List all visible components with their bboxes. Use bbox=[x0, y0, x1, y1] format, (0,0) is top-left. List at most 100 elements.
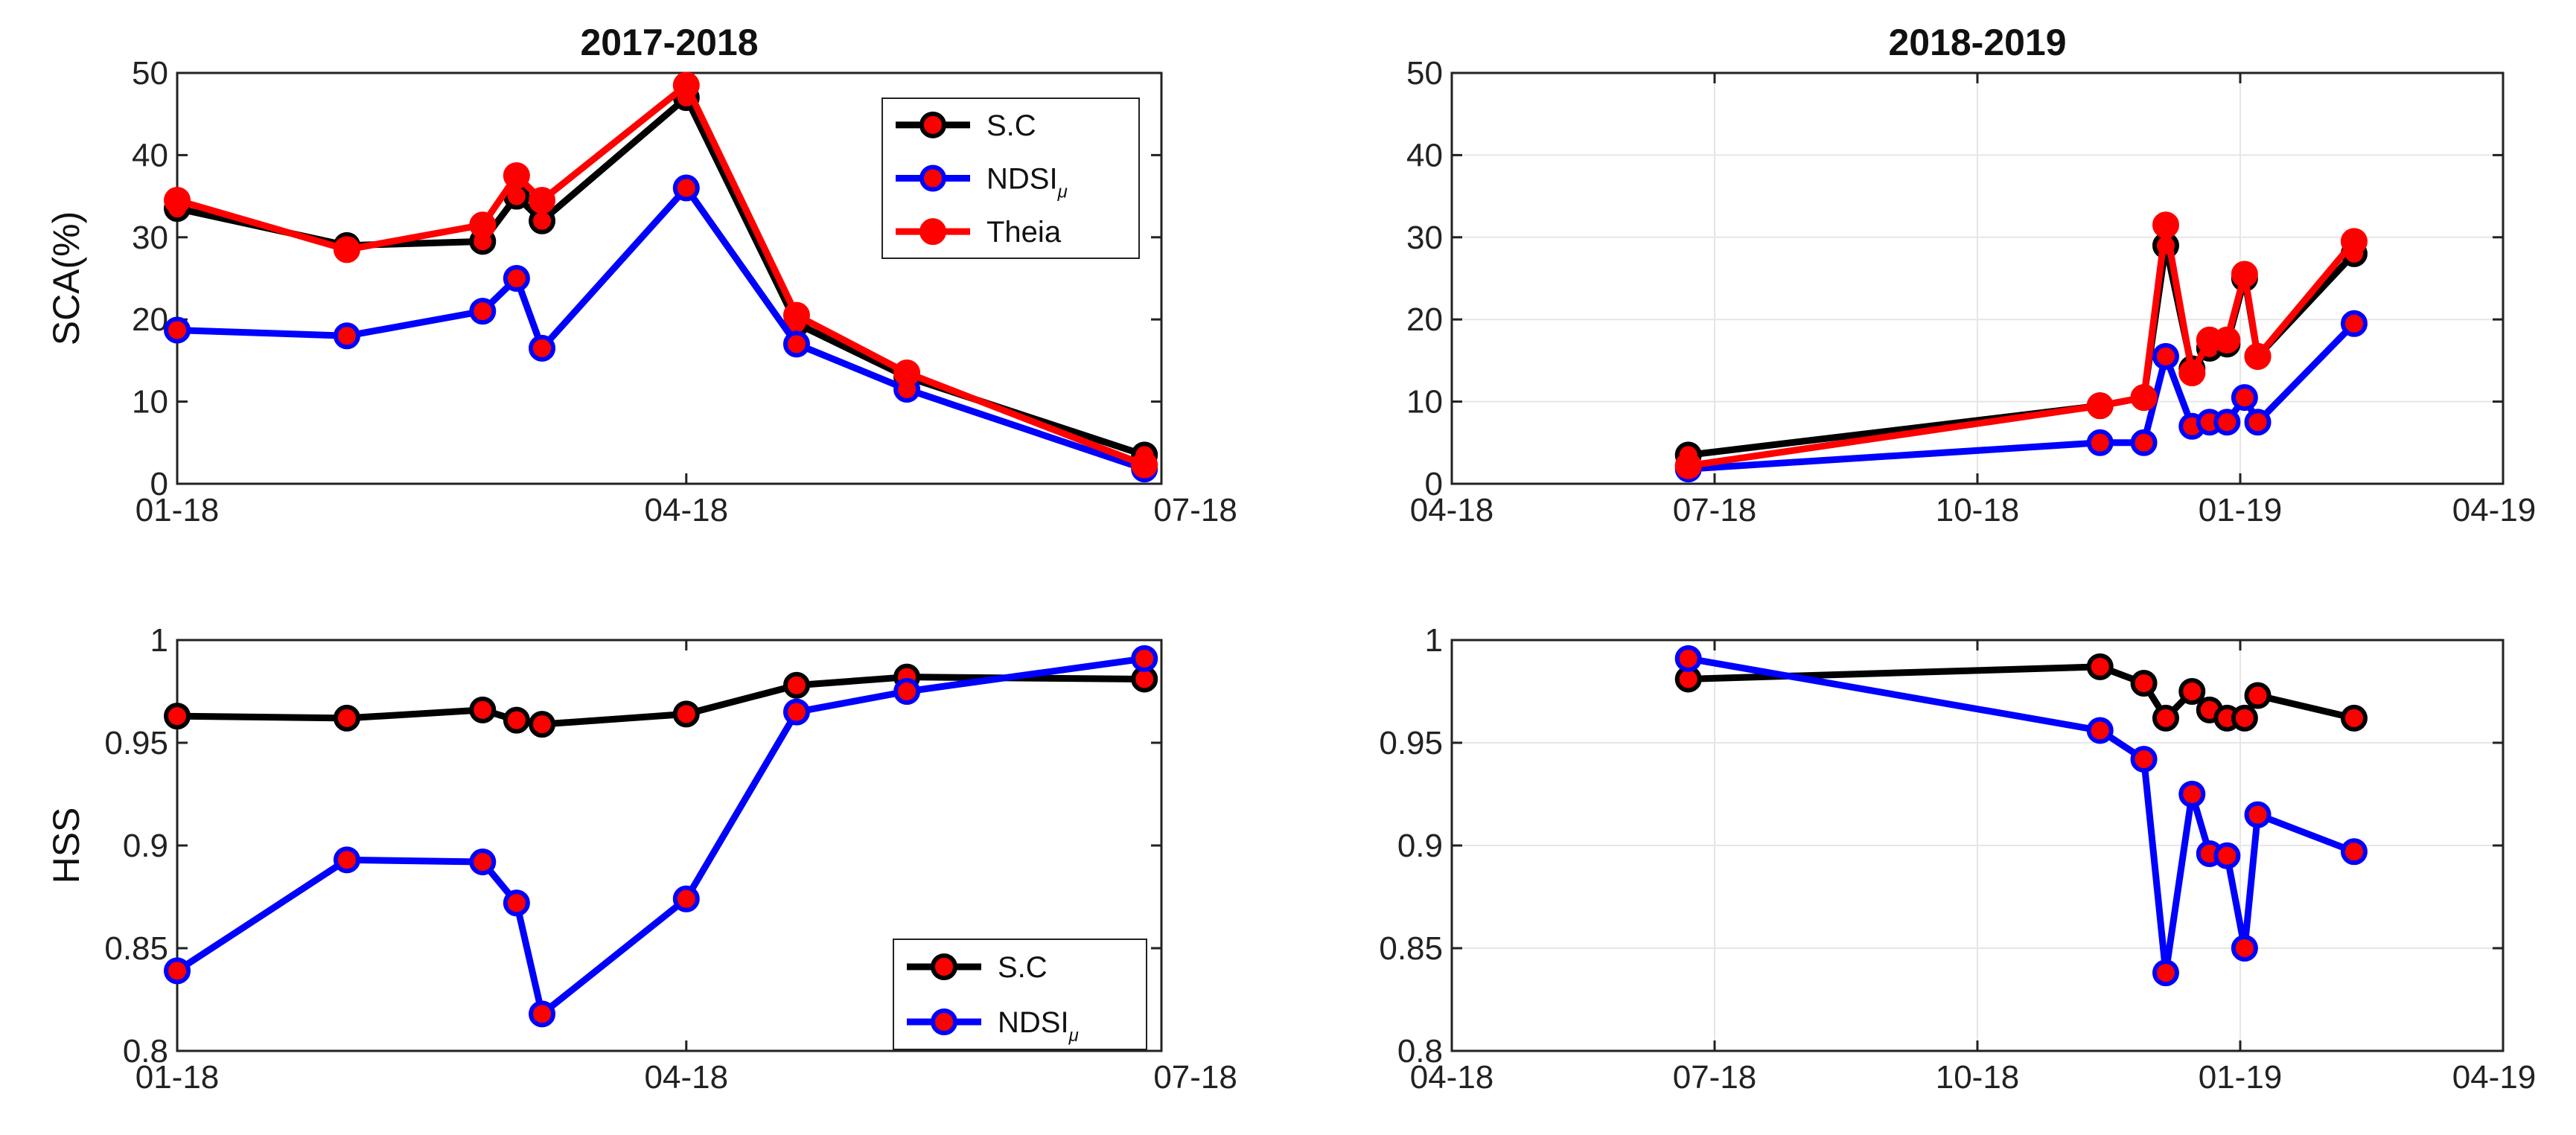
legend-marker bbox=[919, 218, 946, 246]
x-tick-label: 04-19 bbox=[2452, 492, 2537, 528]
chart-title: 2017-2018 bbox=[580, 22, 758, 63]
data-point bbox=[164, 957, 191, 985]
series-line bbox=[1688, 221, 2357, 470]
chart-p3: 0.8 0.85 0.9 0.95 1 01-18 04-18 07-18 HSS S.CNDSI… bbox=[45, 622, 1237, 1096]
x-tick-label: 07-18 bbox=[1153, 1059, 1237, 1096]
data-point bbox=[2231, 260, 2258, 288]
data-point bbox=[469, 298, 497, 325]
x-tick-label: 01-19 bbox=[2199, 492, 2283, 528]
data-point bbox=[1674, 645, 1702, 672]
x-tick-label: 01-18 bbox=[136, 492, 220, 528]
legend-label: Theia bbox=[986, 216, 1062, 249]
y-axis-label: SCA(%) bbox=[45, 211, 87, 346]
data-point bbox=[2086, 717, 2114, 744]
y-tick-label: 0.95 bbox=[104, 725, 168, 761]
legend-marker bbox=[919, 164, 946, 192]
y-tick-label: 0 bbox=[1425, 466, 1443, 502]
data-point bbox=[2340, 838, 2368, 866]
chart-p1: 0 10 20 30 40 50 01-18 04-18 07-18 2017-2018 SCA(%… bbox=[45, 22, 1237, 528]
data-point bbox=[2231, 935, 2258, 962]
x-tick-label: 10-18 bbox=[1936, 1059, 2020, 1096]
data-point bbox=[2086, 653, 2114, 680]
y-tick-label: 40 bbox=[1406, 137, 1443, 173]
data-point bbox=[2152, 704, 2179, 732]
data-point bbox=[333, 236, 360, 263]
x-tick-label: 04-18 bbox=[645, 1059, 729, 1096]
y-tick-label: 30 bbox=[1406, 220, 1443, 256]
x-tick-label: 04-19 bbox=[2452, 1059, 2537, 1096]
data-point bbox=[2086, 429, 2114, 456]
data-point bbox=[2130, 384, 2158, 412]
data-point bbox=[782, 671, 810, 699]
data-point bbox=[2130, 746, 2158, 773]
data-point bbox=[672, 885, 700, 912]
chart-p2: 0 10 20 30 40 50 04-18 07-18 10-18 01-19 04-19 2018… bbox=[1406, 22, 2536, 528]
data-point bbox=[529, 711, 556, 738]
y-tick-label: 50 bbox=[1406, 55, 1443, 92]
data-point bbox=[529, 187, 556, 214]
legend-marker bbox=[919, 111, 946, 138]
y-tick-label: 30 bbox=[132, 220, 168, 256]
x-tick-label: 10-18 bbox=[1936, 492, 2020, 528]
series-line bbox=[176, 674, 1145, 728]
data-point bbox=[2178, 678, 2206, 705]
y-tick-label: 0.8 bbox=[123, 1033, 168, 1070]
x-tick-label: 01-19 bbox=[2199, 1059, 2283, 1096]
data-point bbox=[503, 889, 530, 917]
y-tick-label: 20 bbox=[132, 301, 168, 338]
x-tick-label: 07-18 bbox=[1673, 1059, 1757, 1096]
data-point bbox=[2213, 326, 2241, 354]
y-tick-label: 0.95 bbox=[1379, 725, 1443, 761]
y-tick-label: 0.85 bbox=[1379, 930, 1443, 967]
data-point bbox=[2244, 409, 2271, 436]
x-tick-label: 04-18 bbox=[645, 492, 729, 528]
data-point bbox=[1674, 452, 1702, 479]
legend-marker bbox=[931, 1008, 957, 1035]
data-point bbox=[164, 316, 191, 344]
data-point bbox=[782, 301, 810, 329]
data-point bbox=[2152, 211, 2179, 239]
data-point bbox=[2213, 409, 2241, 436]
series-line bbox=[1687, 655, 2356, 976]
plot-frame bbox=[176, 71, 1163, 485]
y-tick-label: 50 bbox=[132, 55, 168, 92]
data-point bbox=[529, 1000, 556, 1028]
data-point bbox=[2244, 801, 2271, 828]
y-tick-label: 0.8 bbox=[1397, 1033, 1443, 1070]
data-point bbox=[503, 706, 530, 734]
data-point bbox=[1131, 645, 1158, 672]
y-tick-label: 1 bbox=[150, 622, 168, 659]
data-point bbox=[2340, 310, 2368, 337]
y-tick-label: 0.9 bbox=[1397, 828, 1443, 864]
data-point bbox=[164, 187, 191, 214]
data-point bbox=[333, 322, 360, 350]
x-tick-label: 04-18 bbox=[1410, 492, 1494, 528]
chart-p4: 0.8 0.85 0.9 0.95 1 04-18 07-18 10-18 01-19 04-19 bbox=[1379, 622, 2536, 1096]
data-point bbox=[782, 698, 810, 726]
chart-title: 2018-2019 bbox=[1888, 22, 2066, 63]
data-point bbox=[2178, 359, 2206, 386]
legend-label: S.C bbox=[986, 109, 1036, 142]
x-tick-label: 07-18 bbox=[1153, 492, 1237, 528]
data-point bbox=[2086, 392, 2114, 420]
data-point bbox=[893, 359, 921, 386]
data-point bbox=[2231, 704, 2258, 732]
data-point bbox=[469, 848, 497, 876]
data-point bbox=[2340, 704, 2368, 732]
y-tick-label: 10 bbox=[1406, 384, 1443, 421]
y-tick-label: 0 bbox=[150, 466, 168, 502]
y-tick-label: 0.9 bbox=[123, 828, 168, 864]
data-point bbox=[2340, 228, 2368, 255]
data-point bbox=[2178, 781, 2206, 808]
data-point bbox=[672, 700, 700, 728]
y-tick-label: 1 bbox=[1425, 622, 1443, 659]
data-point bbox=[2152, 959, 2179, 987]
x-tick-label: 04-18 bbox=[1410, 1059, 1494, 1096]
x-tick-label: 07-18 bbox=[1673, 492, 1757, 528]
y-axis-label: HSS bbox=[45, 808, 87, 884]
y-tick-label: 40 bbox=[132, 137, 168, 173]
data-point bbox=[469, 696, 497, 723]
y-tick-label: 10 bbox=[132, 384, 168, 421]
